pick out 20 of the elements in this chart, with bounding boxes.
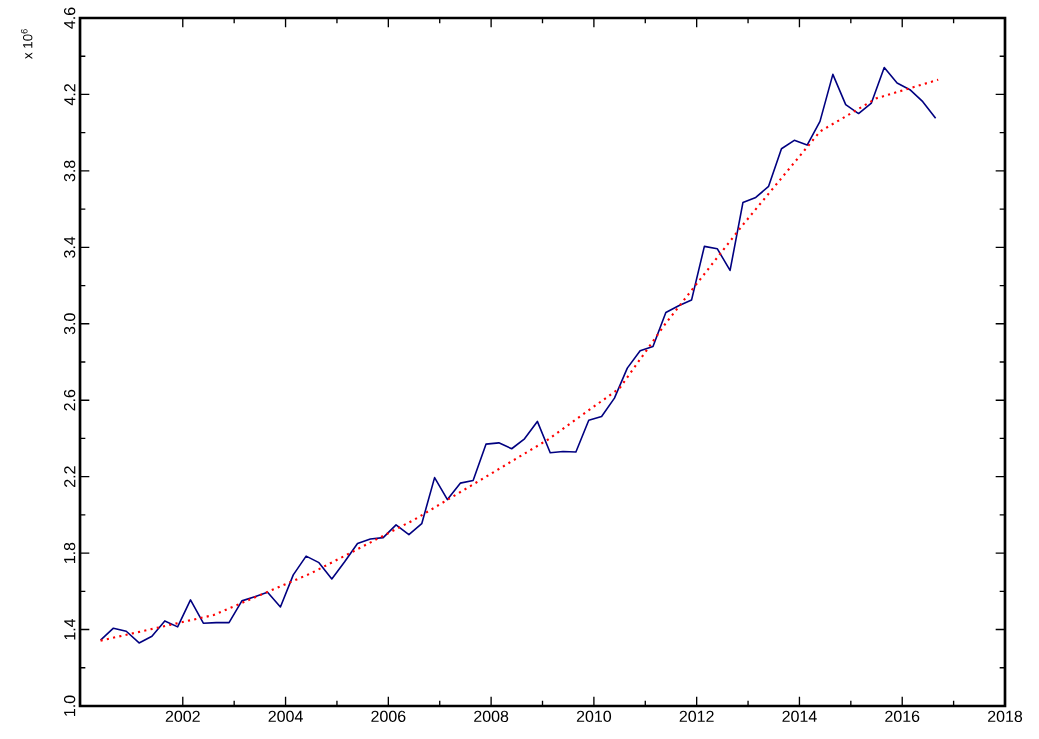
- x-tick-label: 2016: [885, 710, 920, 723]
- y-axis-title: x 10$^{6}$: [20, 29, 33, 59]
- y-tick-label: 4.6: [63, 7, 76, 29]
- y-tick-label: 2.2: [64, 466, 76, 487]
- x-tick-label: 2008: [474, 710, 509, 723]
- x-tick-label: 2018: [988, 710, 1023, 723]
- y-tick-label: 1.8: [63, 542, 76, 564]
- x-tick-label: 2010: [576, 710, 612, 723]
- y-tick-label: 1.4: [64, 618, 76, 640]
- y-tick-label: 1.0: [63, 695, 76, 716]
- y-tick-label: 3.4: [63, 236, 76, 258]
- x-tick-label: 2002: [165, 710, 200, 723]
- y-tick-label: 3.0: [63, 313, 76, 335]
- x-tick-label: 2012: [679, 710, 714, 723]
- x-tick-label: 2004: [268, 710, 303, 723]
- y-tick-label: 4.2: [64, 84, 76, 106]
- x-tick-label: 2014: [782, 710, 817, 723]
- x-tick-label: 2006: [371, 710, 406, 723]
- y-tick-label: 3.8: [63, 160, 76, 182]
- y-tick-label: 2.6: [63, 389, 76, 411]
